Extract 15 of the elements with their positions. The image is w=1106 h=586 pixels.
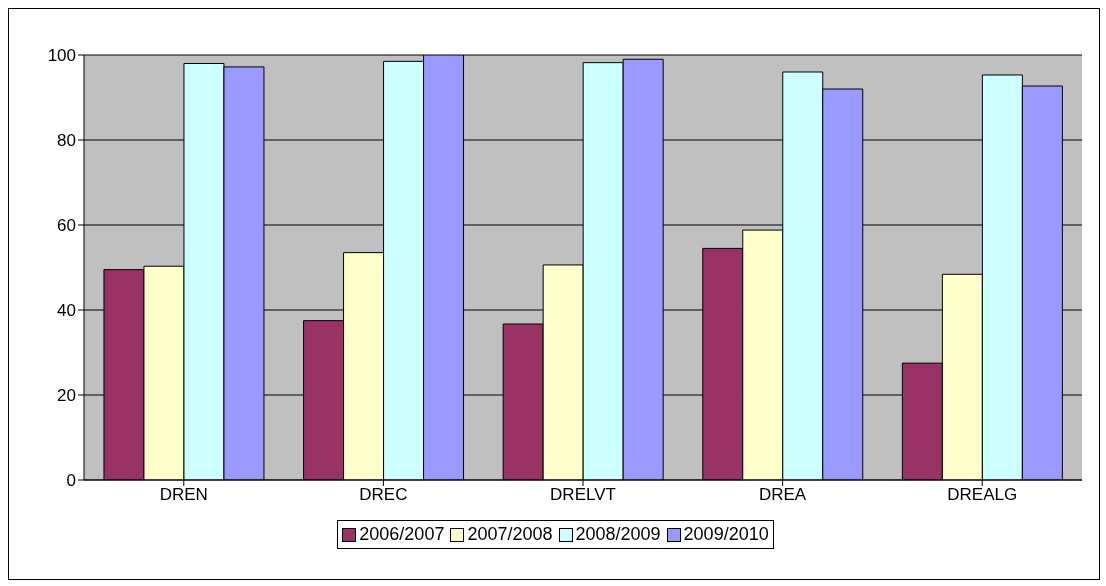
y-tick-label: 0 (66, 471, 76, 491)
x-tick-label: DREALG (947, 485, 1018, 505)
y-tick-label: 100 (47, 46, 76, 66)
y-tick-label: 60 (57, 216, 76, 236)
legend-label: 2007/2008 (466, 524, 553, 545)
x-tick-label: DREN (159, 485, 208, 505)
legend-label: 2006/2007 (358, 524, 445, 545)
y-tick-label: 40 (57, 301, 76, 321)
x-tick-label: DRELVT (550, 485, 616, 505)
legend-label: 2008/2009 (574, 524, 661, 545)
x-tick-label: DREA (758, 485, 807, 505)
legend-label: 2009/2010 (682, 524, 769, 545)
y-tick-label: 80 (57, 131, 76, 151)
y-tick-label: 20 (57, 386, 76, 406)
x-tick-label: DREC (359, 485, 408, 505)
